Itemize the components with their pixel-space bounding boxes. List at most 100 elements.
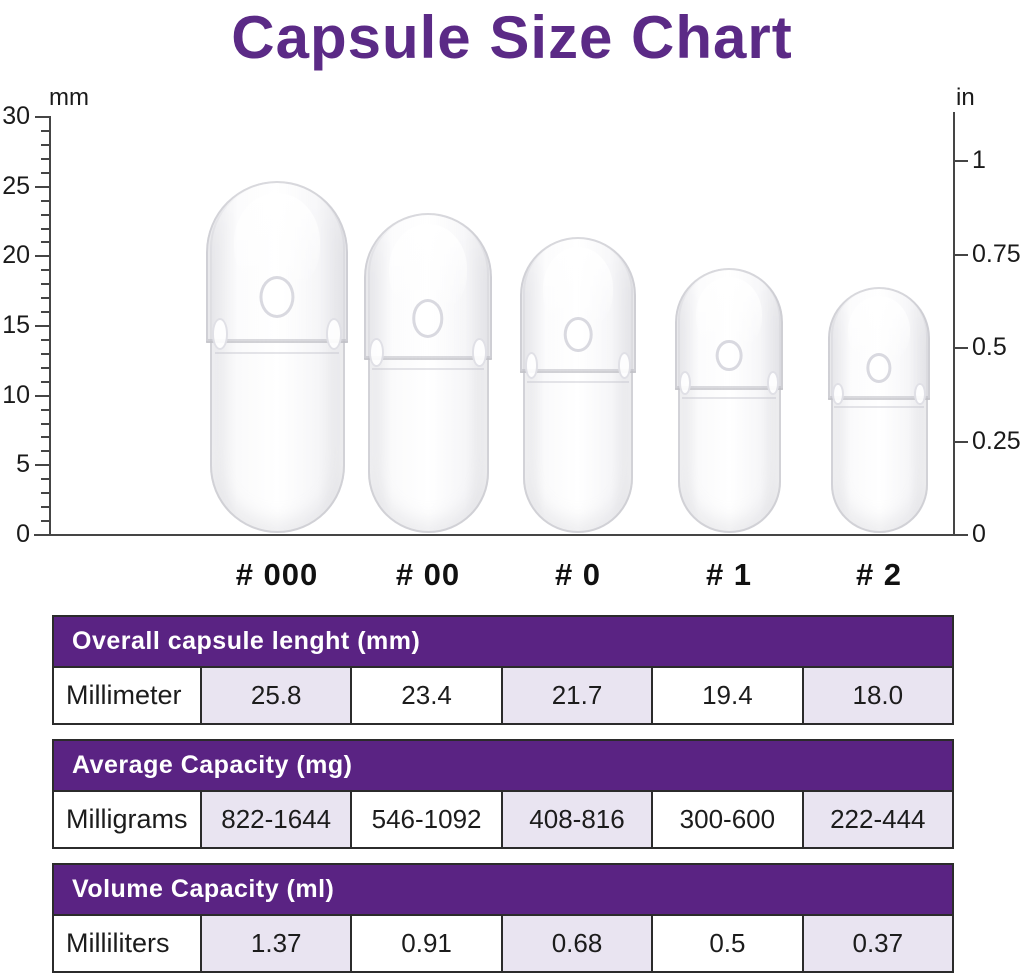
capsule-side-dent-right bbox=[618, 352, 632, 380]
left-axis-unit-label: mm bbox=[49, 84, 89, 111]
left-axis-minor-tick bbox=[41, 352, 49, 355]
left-axis-minor-tick bbox=[41, 143, 49, 146]
left-axis-major-tick bbox=[35, 464, 49, 467]
capsule-size-label: # 000 bbox=[235, 557, 319, 592]
table-value-cell: 408-816 bbox=[500, 792, 652, 847]
left-axis-minor-tick bbox=[41, 241, 49, 244]
capsule-side-dent-right bbox=[472, 337, 487, 367]
table-value-cell: 300-600 bbox=[651, 792, 802, 847]
left-axis-major-tick bbox=[35, 255, 49, 258]
left-axis-line bbox=[49, 116, 51, 536]
right-axis-tick bbox=[954, 253, 968, 256]
left-axis-minor-tick bbox=[41, 478, 49, 481]
capsule-rim-line bbox=[527, 380, 629, 383]
right-axis-tick bbox=[954, 347, 968, 349]
right-axis-tick bbox=[954, 534, 968, 536]
capsule-side-dent-left bbox=[831, 382, 844, 406]
capsule-0 bbox=[520, 237, 636, 533]
left-axis-minor-tick bbox=[41, 269, 49, 272]
left-axis-minor-tick bbox=[41, 422, 49, 425]
capsule-00 bbox=[364, 213, 492, 533]
table-value-cell: 222-444 bbox=[801, 792, 952, 847]
capsule-side-dent-left bbox=[369, 337, 384, 367]
table-value-cell: 25.8 bbox=[200, 668, 351, 723]
capsule-side-dent-left bbox=[524, 352, 538, 380]
right-axis-tick-label: 0 bbox=[972, 520, 986, 548]
right-axis-tick-label: 0.5 bbox=[972, 333, 1007, 361]
capsule-dimple bbox=[715, 339, 743, 372]
table-row: Milligrams 822-1644 546-1092 408-816 300-600… bbox=[54, 792, 952, 847]
left-axis-minor-tick bbox=[41, 450, 49, 453]
table-row: Milliliters 1.37 0.91 0.68 0.5 0.37 bbox=[54, 916, 952, 971]
capsule-dimple bbox=[563, 316, 593, 353]
left-axis-minor-tick bbox=[41, 492, 49, 495]
table-value-cell: 0.37 bbox=[801, 916, 952, 971]
capsule-1 bbox=[674, 268, 784, 533]
right-axis-tick bbox=[954, 160, 968, 162]
left-axis-major-tick bbox=[35, 394, 49, 397]
left-axis-minor-tick bbox=[41, 130, 49, 133]
right-axis-tick bbox=[954, 440, 968, 443]
capsule-side-dent-right bbox=[914, 382, 927, 406]
capsule-rim-line bbox=[372, 368, 484, 371]
left-axis-minor-tick bbox=[41, 380, 49, 383]
capsule-side-dent-left bbox=[211, 318, 228, 350]
capsule-dimple bbox=[412, 299, 444, 338]
capsule-rim-line bbox=[214, 351, 340, 354]
left-axis-minor-tick bbox=[41, 338, 49, 341]
capsule-side-dent-right bbox=[326, 318, 343, 350]
capsule-000 bbox=[206, 181, 348, 533]
left-axis-tick-label: 10 bbox=[2, 380, 30, 409]
capsule-side-dent-left bbox=[679, 371, 692, 396]
capsule-size-label: # 00 bbox=[395, 557, 461, 592]
left-axis-minor-tick bbox=[41, 366, 49, 369]
table-value-cell: 0.5 bbox=[651, 916, 802, 971]
left-axis-minor-tick bbox=[41, 520, 49, 523]
capsule-gloss-highlight bbox=[696, 277, 762, 352]
left-axis-tick-label: 30 bbox=[2, 102, 30, 131]
table-row-label: Milliliters bbox=[54, 916, 200, 971]
left-axis-major-tick bbox=[35, 325, 49, 328]
capsule-rim-line bbox=[681, 396, 777, 399]
capsule-size-label: # 0 bbox=[554, 557, 602, 592]
left-axis-major-tick bbox=[35, 185, 49, 188]
right-axis-unit-label: in bbox=[956, 84, 975, 111]
table-value-cell: 18.0 bbox=[801, 668, 952, 723]
capsule-dimple bbox=[259, 276, 295, 319]
page-title: Capsule Size Chart bbox=[231, 4, 793, 71]
left-axis-minor-tick bbox=[41, 157, 49, 160]
left-axis-minor-tick bbox=[41, 213, 49, 216]
left-axis-tick-label: 20 bbox=[2, 241, 30, 270]
capsule-gloss-highlight bbox=[542, 247, 614, 331]
right-axis-tick-label: 1 bbox=[972, 146, 986, 174]
data-table-3: Volume Capacity (ml) Milliliters 1.37 0.91 0… bbox=[52, 863, 954, 973]
table-header: Average Capacity (mg) bbox=[54, 741, 952, 792]
table-value-cell: 0.91 bbox=[350, 916, 501, 971]
table-row-label: Milligrams bbox=[54, 792, 200, 847]
chart-baseline bbox=[34, 534, 955, 536]
left-axis-minor-tick bbox=[41, 227, 49, 230]
right-axis-line bbox=[953, 112, 955, 536]
right-axis-tick-label: 0.25 bbox=[972, 426, 1021, 455]
capsule-gloss-highlight bbox=[847, 295, 911, 365]
capsule-gloss-highlight bbox=[233, 193, 321, 292]
data-table-1: Overall capsule lenght (mm) Millimeter 25.… bbox=[52, 615, 954, 725]
capsule-rim-line bbox=[834, 406, 924, 409]
left-axis-minor-tick bbox=[41, 297, 49, 300]
capsule-size-label: # 1 bbox=[705, 557, 753, 592]
left-axis-tick-label: 15 bbox=[2, 311, 30, 340]
table-value-cell: 546-1092 bbox=[350, 792, 501, 847]
table-row: Millimeter 25.8 23.4 21.7 19.4 18.0 bbox=[54, 668, 952, 723]
table-row-label: Millimeter bbox=[54, 668, 200, 723]
capsule-2 bbox=[828, 287, 930, 533]
left-axis-minor-tick bbox=[41, 171, 49, 174]
left-axis-minor-tick bbox=[41, 436, 49, 439]
table-value-cell: 0.68 bbox=[500, 916, 652, 971]
left-axis-major-tick bbox=[35, 116, 49, 119]
table-header: Volume Capacity (ml) bbox=[54, 865, 952, 916]
capsule-size-label: # 2 bbox=[855, 557, 903, 592]
left-axis-tick-label: 25 bbox=[2, 171, 30, 200]
capsule-gloss-highlight bbox=[389, 224, 467, 314]
left-axis-minor-tick bbox=[41, 506, 49, 509]
